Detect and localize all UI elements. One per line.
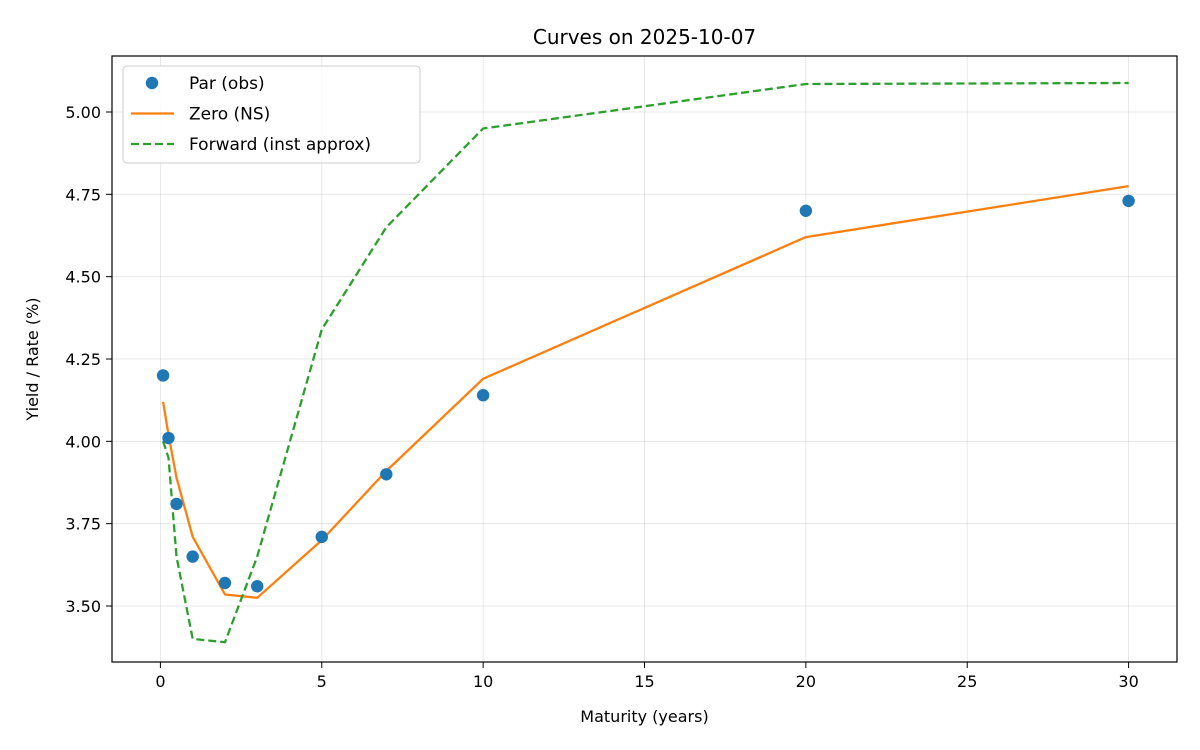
- legend-entry: Forward (inst approx): [131, 135, 371, 155]
- y-tick-label: 3.75: [65, 515, 101, 534]
- x-tick-label: 0: [155, 672, 165, 691]
- data-point: [170, 497, 183, 511]
- data-point: [1122, 194, 1135, 208]
- legend-entry: Par (obs): [145, 74, 265, 94]
- y-tick-label: 4.75: [65, 185, 101, 204]
- data-point: [315, 530, 328, 544]
- y-tick-label: 5.00: [65, 103, 101, 122]
- legend-label: Zero (NS): [189, 105, 270, 125]
- series-line-forward-inst-approx: [162, 81, 1129, 644]
- y-tick-label: 4.00: [65, 432, 101, 451]
- series-layer: [156, 81, 1135, 644]
- x-axis-title: Maturity (years): [580, 707, 708, 726]
- y-tick-label: 4.50: [65, 268, 101, 287]
- data-point: [162, 431, 175, 445]
- legend-box: [122, 65, 421, 164]
- legend-label: Forward (inst approx): [189, 135, 371, 155]
- y-tick-label: 3.50: [65, 597, 101, 616]
- x-tick-label: 10: [473, 672, 493, 691]
- x-tick-label: 15: [634, 672, 654, 691]
- legend: Par (obs) Zero (NS) Forward (inst approx): [122, 65, 421, 164]
- chart-title: Curves on 2025-10-07: [533, 25, 756, 49]
- legend-label: Par (obs): [189, 74, 265, 94]
- data-point: [476, 389, 490, 402]
- data-point: [156, 369, 170, 382]
- data-point: [186, 550, 199, 563]
- x-tick-label: 5: [317, 672, 327, 691]
- data-point: [380, 468, 393, 481]
- y-axis-title: Yield / Rate (%): [23, 297, 42, 421]
- x-tick-label: 20: [796, 672, 816, 691]
- axis-ticks: 0 5 10 15 20 25 30 3.50 3.75 4.00 4.25 4.50 4.75 5.00: [65, 103, 1138, 691]
- legend-entry: Zero (NS): [131, 105, 270, 125]
- grid: [112, 56, 1177, 662]
- series-par-obs-markers: [156, 194, 1135, 593]
- data-point: [799, 204, 813, 217]
- data-point: [218, 576, 232, 590]
- legend-swatch-marker: [145, 76, 159, 90]
- data-point: [251, 580, 264, 593]
- series-line-zero-ns: [161, 184, 1129, 599]
- y-tick-label: 4.25: [65, 350, 101, 369]
- x-tick-label: 30: [1118, 672, 1138, 691]
- x-tick-label: 25: [957, 672, 977, 691]
